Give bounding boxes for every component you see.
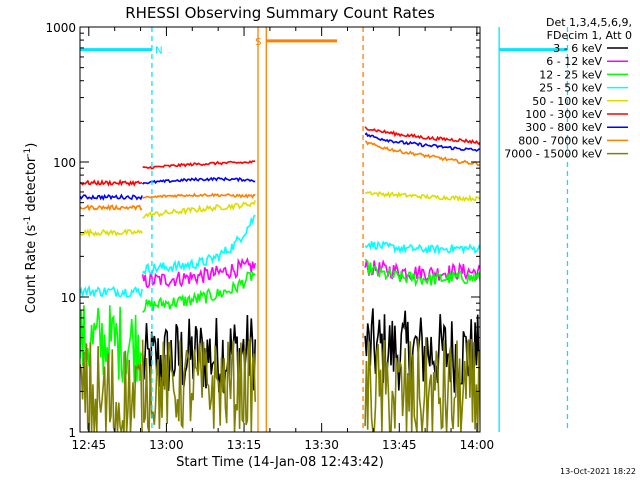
series-100-300-kev-segment-2 [364, 126, 480, 146]
series-7000-15000-kev-segment-0 [80, 342, 143, 432]
series-12-25-kev-segment-2 [364, 258, 480, 288]
chart-title: RHESSI Observing Summary Count Rates [125, 4, 435, 22]
legend-label-50-100-kev: 50 - 100 keV [532, 95, 602, 108]
series-300-800-kev-segment-1 [142, 176, 256, 185]
flag-label-n: N [155, 46, 162, 57]
y-tick-label-10: 10 [61, 291, 76, 305]
y-tick-label-100: 100 [53, 156, 76, 170]
x-tick-label-1330: 13:30 [304, 438, 339, 452]
legend-label-3-6-kev: 3 - 6 keV [553, 42, 602, 55]
series-800-7000-kev-segment-0 [80, 204, 143, 212]
series-6-12-kev-segment-0 [141, 257, 256, 289]
flag-label-s: S [255, 37, 261, 48]
legend-header-1: FDecim 1, Att 0 [547, 29, 632, 42]
series-7000-15000-kev-segment-2 [364, 337, 480, 432]
x-tick-label-1245: 12:45 [72, 438, 107, 452]
series-800-7000-kev-segment-1 [142, 192, 256, 199]
series-300-800-kev-segment-2 [364, 132, 480, 152]
plot-area [80, 126, 480, 432]
legend-label-25-50-kev: 25 - 50 keV [539, 82, 602, 95]
series-800-7000-kev-segment-2 [364, 140, 480, 167]
plot-frame [79, 26, 481, 433]
x-tick-label-1300: 13:00 [149, 438, 184, 452]
x-tick-label-1315: 13:15 [227, 438, 262, 452]
series-50-100-kev-segment-2 [365, 190, 480, 203]
legend-label-300-800-kev: 300 - 800 keV [525, 121, 602, 134]
axes: 12:45 13:00 13:15 13:30 13:45 14:00 1 10 100 1000 [45, 21, 494, 452]
legend: Det 1,3,4,5,6,9,FDecim 1, Att 03 - 6 keV… [504, 16, 632, 161]
series-100-300-kev-segment-1 [142, 160, 256, 170]
y-axis-label: Count Rate (s-1 detector-1) [23, 143, 39, 314]
legend-label-800-7000-kev: 800 - 7000 keV [518, 134, 602, 147]
series-100-300-kev-segment-0 [80, 178, 143, 187]
x-tick-label-1345: 13:45 [382, 438, 417, 452]
series-50-100-kev-segment-0 [80, 228, 143, 239]
legend-label-100-300-kev: 100 - 300 keV [525, 108, 602, 121]
series-300-800-kev-segment-0 [80, 193, 143, 201]
series-25-50-kev-segment-0 [80, 284, 143, 299]
x-tick-label-1400: 14:00 [460, 438, 495, 452]
legend-label-12-25-kev: 12 - 25 keV [539, 68, 602, 81]
series-25-50-kev-segment-1 [141, 214, 256, 276]
x-axis-label: Start Time (14-Jan-08 12:43:42) [176, 455, 384, 470]
series-12-25-kev-segment-1 [142, 270, 256, 313]
legend-header-0: Det 1,3,4,5,6,9, [546, 16, 632, 29]
series-7000-15000-kev-segment-1 [141, 336, 256, 432]
y-tick-label-1: 1 [68, 426, 76, 440]
y-tick-label-1000: 1000 [45, 21, 76, 35]
legend-label-7000-15000-kev: 7000 - 15000 keV [504, 148, 602, 161]
legend-label-6-12-kev: 6 - 12 keV [546, 55, 602, 68]
series-50-100-kev-segment-1 [142, 200, 256, 220]
series-25-50-kev-segment-2 [364, 240, 480, 256]
observing-flag-markers: NS [80, 27, 569, 432]
series-group [80, 126, 480, 432]
footer-timestamp: 13-Oct-2021 18:22 [560, 467, 636, 476]
